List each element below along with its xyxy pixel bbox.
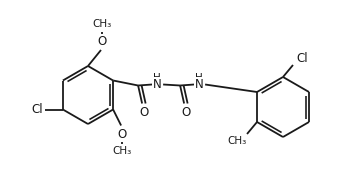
Text: H: H <box>153 73 161 83</box>
Text: N: N <box>195 78 204 91</box>
Text: O: O <box>181 106 190 119</box>
Text: Cl: Cl <box>296 52 308 65</box>
Text: O: O <box>118 128 127 141</box>
Text: CH₃: CH₃ <box>92 19 112 29</box>
Text: O: O <box>139 106 148 119</box>
Text: CH₃: CH₃ <box>113 147 132 156</box>
Text: H: H <box>195 73 203 83</box>
Text: O: O <box>97 34 107 47</box>
Text: Cl: Cl <box>31 103 43 116</box>
Text: N: N <box>153 78 162 91</box>
Text: CH₃: CH₃ <box>227 136 246 146</box>
